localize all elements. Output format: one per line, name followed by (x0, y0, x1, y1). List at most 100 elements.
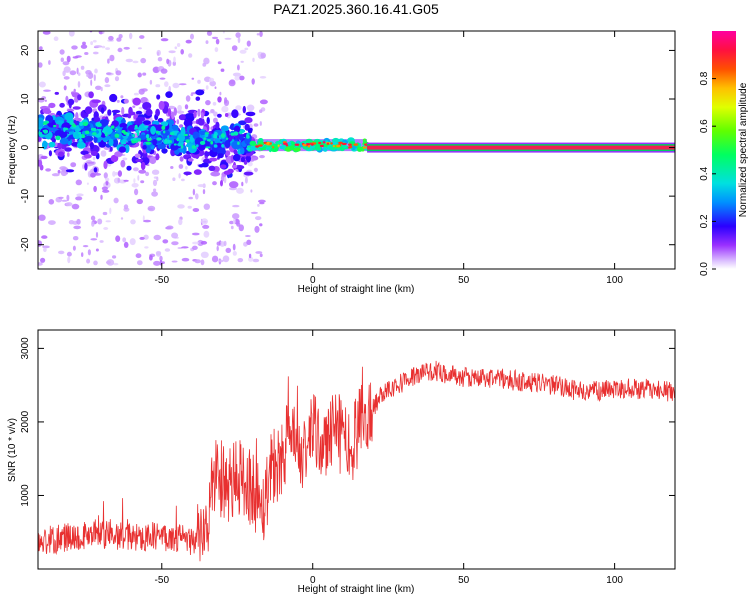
spectral-blob (71, 45, 78, 50)
transition-peak (339, 141, 342, 145)
spectral-peak (79, 138, 82, 143)
spectral-blob (142, 145, 147, 150)
spectral-blob (213, 117, 218, 124)
spectral-peak (134, 127, 137, 130)
spectral-blob (40, 257, 46, 263)
spectral-blob (215, 121, 220, 130)
transition-peak (330, 142, 333, 145)
spectral-blob (217, 113, 222, 118)
spectral-peak (213, 144, 218, 148)
spectral-blob (58, 151, 65, 157)
spectral-peak (156, 137, 162, 141)
spectral-blob (76, 67, 79, 75)
spectral-blob (38, 62, 43, 68)
spectral-blob (243, 171, 254, 176)
spectral-blob (123, 241, 129, 248)
spectral-blob (178, 83, 187, 86)
spectral-blob (248, 256, 254, 262)
spectral-blob (139, 236, 145, 240)
spectral-blob (161, 148, 168, 154)
spectral-blob (219, 164, 227, 169)
spectral-blob (59, 137, 69, 145)
spectral-blob (95, 231, 99, 238)
spectral-blob (48, 199, 55, 205)
spectral-blob (152, 179, 158, 187)
spectral-blob (66, 194, 70, 202)
spectral-blob (259, 155, 265, 159)
spectral-blob (90, 238, 98, 241)
spectral-blob (140, 161, 146, 171)
spectral-blob (140, 180, 145, 184)
x-tick-label: 100 (606, 275, 623, 286)
spectrogram-x-axis-label: Height of straight line (km) (298, 284, 415, 295)
spectral-peak (114, 128, 119, 131)
spectral-blob (229, 220, 234, 225)
spectral-blob (178, 218, 183, 226)
spectral-blob (254, 225, 260, 233)
spectral-blob (57, 142, 63, 150)
spectral-blob (217, 96, 222, 103)
spectral-blob (156, 176, 159, 182)
spectral-blob (244, 177, 248, 184)
spectral-blob (100, 119, 109, 127)
spectral-blob (102, 126, 113, 135)
spectral-blob (63, 76, 70, 80)
spectral-blob (43, 247, 47, 252)
spectral-blob (212, 36, 218, 40)
spectral-blob (92, 51, 99, 55)
spectral-blob (90, 41, 93, 46)
spectral-blob (178, 114, 186, 121)
spectral-blob (103, 227, 109, 230)
spectral-blob (106, 259, 115, 266)
spectral-blob (157, 57, 163, 62)
spectral-blob (195, 96, 201, 101)
spectral-peak (78, 131, 82, 135)
spectral-blob (249, 158, 255, 162)
spectral-blob (156, 94, 161, 100)
colorbar-tick-label: 0.6 (699, 119, 710, 133)
colorbar-gradient (712, 31, 736, 269)
spectral-blob (133, 167, 139, 172)
spectral-blob (138, 169, 147, 174)
spectral-blob (209, 80, 216, 87)
spectral-blob (208, 77, 215, 82)
spectral-blob (97, 218, 103, 225)
spectral-blob (193, 169, 202, 175)
spectral-blob (82, 41, 86, 45)
spectral-blob (67, 256, 71, 264)
spectral-blob (91, 221, 95, 227)
spectral-blob (137, 47, 142, 50)
spectral-blob (153, 234, 162, 241)
spectral-blob (75, 179, 83, 186)
spectral-peak (196, 144, 199, 148)
spectral-blob (245, 111, 256, 117)
spectral-blob (114, 151, 123, 157)
spectral-peak (42, 122, 48, 125)
snr-plot-area (38, 360, 675, 562)
spectral-blob (241, 181, 244, 187)
spectral-blob (184, 104, 189, 110)
spectral-blob (132, 60, 139, 64)
spectral-blob (227, 168, 234, 174)
spectral-blob (237, 64, 240, 71)
spectral-peak (173, 143, 177, 146)
spectral-blob (67, 98, 75, 106)
spectral-blob (63, 85, 67, 91)
spectral-blob (224, 37, 232, 40)
transition-blob (289, 145, 295, 151)
spectral-blob (184, 131, 189, 141)
spectral-blob (90, 215, 96, 221)
spectral-blob (231, 45, 238, 51)
spectral-blob (232, 213, 240, 220)
spectral-blob (185, 166, 188, 170)
spectral-blob (105, 177, 110, 182)
spectral-blob (164, 81, 169, 87)
spectral-blob (70, 162, 77, 168)
spectral-blob (117, 47, 123, 53)
spectral-blob (65, 202, 73, 207)
transition-peak (318, 141, 322, 145)
spectral-blob (173, 56, 176, 63)
spectral-blob (214, 47, 219, 53)
spectral-blob (80, 65, 85, 70)
spectral-peak (120, 142, 127, 145)
